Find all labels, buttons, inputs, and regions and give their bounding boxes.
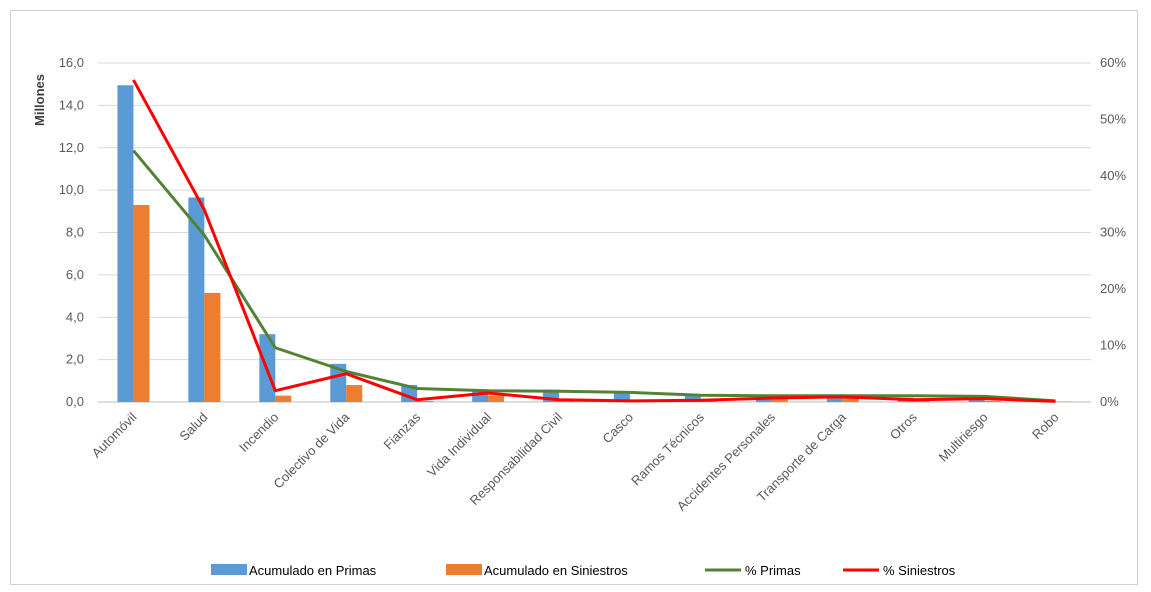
category-label: Fianzas: [380, 409, 423, 452]
bar: [488, 395, 505, 402]
y2-tick-label: 60%: [1100, 55, 1126, 70]
gridlines: [98, 62, 1091, 403]
bar: [913, 400, 930, 402]
legend-swatch: [446, 564, 482, 575]
bar: [826, 395, 843, 402]
bar: [417, 400, 434, 402]
bar: [771, 398, 788, 402]
line-series: [132, 79, 1056, 403]
series-line: [132, 79, 1056, 403]
category-label: Multiriesgo: [936, 410, 991, 465]
bar: [755, 397, 772, 402]
left-axis-ticks: 0,0 2,0 4,0 6,0 8,0 10,0 12,0 14,0 16,0: [59, 55, 84, 409]
category-label: Vida Individual: [424, 409, 494, 479]
category-label: Incendio: [236, 410, 281, 455]
category-label: Ramos Técnicos: [628, 409, 707, 488]
y2-tick-label: 10%: [1100, 338, 1126, 353]
right-axis-ticks: 0% 10% 20% 30% 40% 50% 60%: [1100, 55, 1126, 409]
bar: [346, 385, 363, 402]
series-line: [132, 149, 1056, 403]
y-tick-label: 12,0: [59, 140, 84, 155]
legend-label: % Primas: [745, 563, 801, 578]
bar: [275, 395, 292, 402]
y-tick-label: 16,0: [59, 55, 84, 70]
bar: [188, 197, 205, 402]
y2-tick-label: 0%: [1100, 394, 1119, 409]
y-tick-label: 14,0: [59, 97, 84, 112]
y2-tick-label: 20%: [1100, 281, 1126, 296]
category-label: Automóvil: [89, 409, 140, 460]
bar: [117, 85, 134, 402]
y2-tick-label: 50%: [1100, 112, 1126, 127]
legend-label: % Siniestros: [883, 563, 956, 578]
y-tick-label: 6,0: [66, 267, 84, 282]
y-tick-label: 4,0: [66, 309, 84, 324]
y-tick-label: 2,0: [66, 352, 84, 367]
y2-tick-label: 30%: [1100, 225, 1126, 240]
y-axis-title: Millones: [32, 74, 47, 126]
y-tick-label: 10,0: [59, 182, 84, 197]
category-label: Otros: [887, 409, 920, 442]
legend-swatch: [211, 564, 247, 575]
bar: [133, 204, 150, 402]
category-label: Robo: [1029, 410, 1062, 443]
legend-label: Acumulado en Siniestros: [484, 563, 628, 578]
category-label: Casco: [599, 410, 636, 447]
bar: [984, 400, 1001, 402]
category-label: Salud: [176, 410, 210, 444]
bar: [204, 292, 221, 402]
bar: [842, 395, 859, 402]
bar: [613, 391, 630, 402]
bar: [968, 398, 985, 402]
y-tick-label: 8,0: [66, 225, 84, 240]
category-label: Colectivo de Vida: [270, 409, 353, 492]
bar-series: [117, 85, 1072, 402]
legend: Acumulado en Primas Acumulado en Siniestr…: [211, 563, 956, 578]
y-tick-label: 0,0: [66, 394, 84, 409]
legend-label: Acumulado en Primas: [249, 563, 377, 578]
bar: [684, 394, 701, 402]
y2-tick-label: 40%: [1100, 168, 1126, 183]
